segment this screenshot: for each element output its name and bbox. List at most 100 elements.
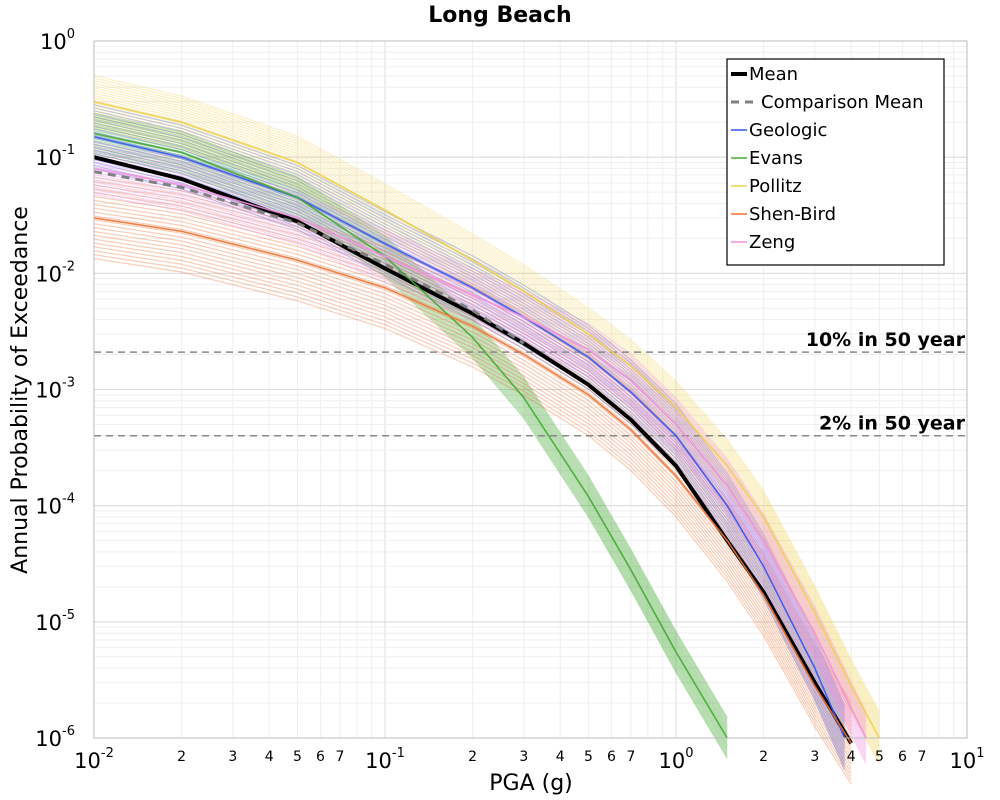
x-minor-tick-label: 4 (847, 749, 856, 765)
realization-line (93, 184, 867, 755)
realization-line (93, 181, 867, 752)
legend-label: Geologic (749, 120, 827, 141)
realization-line (93, 118, 728, 724)
realization-line (93, 85, 880, 723)
realization-line (93, 179, 867, 750)
y-tick-label: 100 (40, 27, 75, 54)
realization-line (93, 104, 846, 707)
series-line-zeng (93, 167, 867, 739)
chart-title: Long Beach (428, 3, 571, 28)
x-minor-tick-label: 5 (584, 749, 593, 765)
realization-line (93, 107, 880, 745)
x-minor-tick-label: 5 (293, 749, 302, 765)
realization-line (93, 77, 880, 715)
realization-line (93, 168, 846, 771)
realization-line (93, 94, 880, 733)
realization-line (93, 117, 880, 755)
realization-line (93, 119, 846, 722)
series-line-mean (93, 155, 853, 745)
x-minor-tick-label: 2 (759, 749, 768, 765)
realization-line (93, 186, 867, 757)
realization-line (93, 184, 852, 711)
reference-line-label: 10% in 50 year (806, 329, 966, 351)
x-minor-tick-label: 3 (519, 749, 528, 765)
realization-line (93, 126, 728, 732)
legend-label: Zeng (749, 232, 795, 253)
realization-line (93, 189, 867, 760)
x-tick-label: 101 (949, 746, 984, 773)
y-tick-label: 10-2 (35, 259, 75, 286)
realization-line (93, 199, 852, 727)
x-minor-tick-label: 6 (607, 749, 616, 765)
realization-line (93, 141, 728, 748)
legend-label: Pollitz (749, 176, 802, 197)
x-minor-tick-label: 3 (228, 749, 237, 765)
series-line-shen-bird (93, 217, 852, 744)
realization-line (93, 242, 852, 769)
realization-line (93, 151, 728, 757)
y-tick-label: 10-1 (35, 143, 75, 170)
realization-line (93, 144, 867, 715)
realization-line (93, 97, 880, 735)
realization-line (93, 149, 846, 752)
realization-line (93, 159, 867, 730)
realization-line (93, 254, 852, 781)
realization-line (93, 116, 728, 722)
realization-line (93, 145, 728, 751)
realization-line (93, 143, 728, 749)
realization-line (93, 140, 846, 743)
realization-line (93, 223, 852, 750)
realization-line (93, 250, 852, 777)
realization-line (93, 141, 867, 713)
realization-line (93, 219, 852, 746)
realization-line (93, 92, 880, 730)
realization-line (93, 196, 852, 723)
series-line-evans (93, 132, 728, 739)
realization-line (93, 112, 880, 750)
realization-line (93, 82, 880, 720)
realization-line (93, 234, 852, 762)
x-minor-tick-label: 6 (316, 749, 325, 765)
realization-line (93, 227, 852, 754)
x-minor-tick-label: 4 (556, 749, 565, 765)
legend-label: Evans (749, 148, 803, 169)
realization-line (93, 89, 880, 728)
legend-box (726, 58, 945, 266)
plot-frame (93, 40, 968, 739)
y-tick-label: 10-5 (35, 608, 75, 635)
realization-line (93, 75, 880, 713)
realization-line (93, 114, 880, 752)
realization-line (93, 120, 728, 726)
y-tick-label: 10-3 (35, 376, 75, 403)
series-lines (93, 100, 881, 745)
realization-line (93, 122, 728, 728)
series-line-pollitz (93, 100, 881, 739)
x-minor-tick-label: 3 (810, 749, 819, 765)
x-tick-label: 100 (658, 746, 693, 773)
realization-line (93, 191, 867, 762)
x-tick-label: 10-1 (365, 746, 405, 773)
realization-line (93, 203, 852, 731)
realization-line (93, 143, 846, 746)
band-zeng (93, 141, 867, 765)
realization-line (93, 122, 846, 725)
y-axis-label: Annual Probability of Exceedance (8, 206, 33, 574)
band-evans (93, 112, 728, 759)
legend-label: Comparison Mean (761, 92, 924, 113)
realization-line (93, 154, 867, 725)
x-minor-tick-label: 4 (265, 749, 274, 765)
realization-line (93, 127, 880, 765)
realization-line (93, 238, 852, 765)
realization-line (93, 80, 880, 718)
x-minor-tick-label: 2 (177, 749, 186, 765)
realization-line (93, 130, 728, 736)
legend-label: Shen-Bird (749, 204, 836, 225)
realization-line (93, 109, 880, 747)
realization-line (93, 114, 728, 720)
y-tick-label: 10-6 (35, 724, 75, 751)
realization-line (93, 116, 846, 719)
realization-line (93, 124, 728, 730)
realization-line (93, 137, 728, 744)
